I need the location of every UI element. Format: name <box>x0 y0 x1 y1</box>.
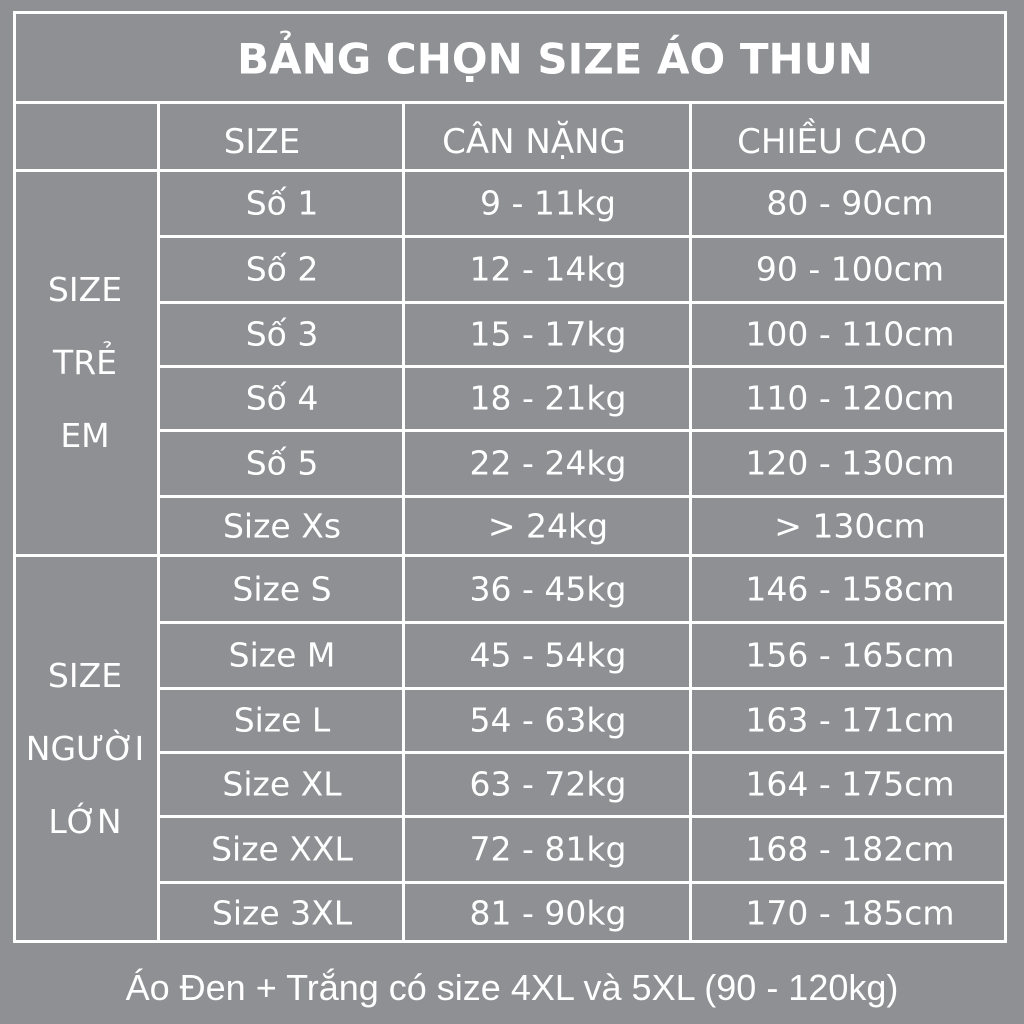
cell-size: Size XL <box>222 764 342 804</box>
cell-weight: 15 - 17kg <box>469 314 627 354</box>
cell-size: Số 5 <box>245 443 319 483</box>
group-label: TRẺ <box>53 342 117 382</box>
grid-line <box>13 554 1007 557</box>
cell-height: 156 - 165cm <box>745 635 955 675</box>
cell-size: Size S <box>232 569 332 608</box>
cell-weight: 45 - 54kg <box>469 635 627 675</box>
grid-line <box>158 751 1007 754</box>
header-weight: CÂN NẶNG <box>442 122 626 162</box>
group-label: SIZE <box>47 656 123 695</box>
grid-line <box>689 102 692 943</box>
cell-size: Số 1 <box>245 183 319 223</box>
cell-weight: 9 - 11kg <box>480 183 616 223</box>
grid-line <box>13 169 1007 172</box>
grid-line <box>158 881 1007 884</box>
grid-line <box>158 687 1007 690</box>
cell-weight: 22 - 24kg <box>469 443 627 483</box>
cell-size: Size 3XL <box>211 893 353 932</box>
cell-height: 100 - 110cm <box>745 314 955 354</box>
cell-weight: 18 - 21kg <box>469 378 627 418</box>
cell-size: Số 2 <box>245 249 319 289</box>
cell-height: 146 - 158cm <box>745 569 955 608</box>
cell-weight: 63 - 72kg <box>469 764 627 804</box>
header-height: CHIỀU CAO <box>737 122 927 162</box>
grid-line <box>158 621 1007 624</box>
cell-size: Size L <box>233 700 331 740</box>
cell-height: 170 - 185cm <box>745 893 955 932</box>
group-label: LỚN <box>48 802 122 841</box>
cell-weight: 72 - 81kg <box>469 829 627 869</box>
grid-line <box>158 301 1007 304</box>
cell-height: 90 - 100cm <box>755 249 945 289</box>
cell-weight: 36 - 45kg <box>469 569 627 608</box>
cell-height: > 130cm <box>774 506 926 545</box>
cell-weight: 12 - 14kg <box>469 249 627 289</box>
footer-note: Áo Đen + Trắng có size 4XL và 5XL (90 - … <box>125 967 899 1008</box>
cell-height: 168 - 182cm <box>745 829 955 869</box>
cell-size: Số 4 <box>245 378 319 418</box>
cell-size: Size Xs <box>222 506 342 545</box>
grid-line <box>158 429 1007 432</box>
grid-line <box>157 102 160 943</box>
cell-height: 120 - 130cm <box>745 443 955 483</box>
cell-height: 164 - 175cm <box>745 764 955 804</box>
grid-line <box>158 495 1007 498</box>
chart-title: BẢNG CHỌN SIZE ÁO THUN <box>237 34 873 84</box>
cell-size: Size XXL <box>211 829 353 869</box>
cell-weight: 54 - 63kg <box>469 700 627 740</box>
grid-line <box>402 102 405 943</box>
grid-line <box>13 101 1007 104</box>
cell-height: 80 - 90cm <box>766 183 934 223</box>
header-size: SIZE <box>223 122 301 162</box>
group-label: NGƯỜI <box>25 729 145 768</box>
cell-weight: > 24kg <box>487 506 609 545</box>
cell-weight: 81 - 90kg <box>469 893 627 932</box>
cell-size: Số 3 <box>245 314 319 354</box>
group-label: EM <box>60 415 110 455</box>
cell-height: 163 - 171cm <box>745 700 955 740</box>
grid-line <box>158 235 1007 238</box>
cell-size: Size M <box>228 635 336 675</box>
grid-line <box>158 815 1007 818</box>
size-chart-table <box>13 11 1007 943</box>
grid-line <box>158 365 1007 368</box>
cell-height: 110 - 120cm <box>745 378 955 418</box>
group-label: SIZE <box>47 269 123 309</box>
